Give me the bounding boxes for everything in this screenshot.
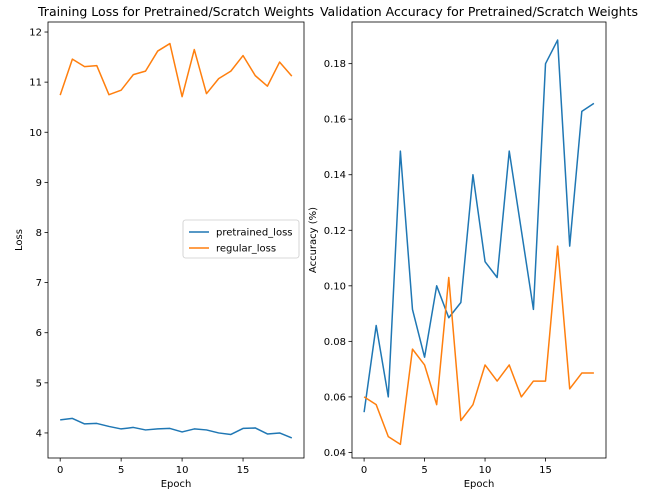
y-tick-label: 0.04	[324, 448, 346, 459]
y-tick-label: 10	[29, 128, 42, 139]
y-tick-label: 11	[29, 78, 42, 89]
x-axis-label: Epoch	[464, 479, 495, 490]
plot-frame	[47, 21, 305, 459]
series-line-0	[363, 39, 595, 413]
legend-box	[182, 219, 300, 259]
y-tick-label: 0.10	[324, 281, 346, 292]
y-tick-label: 0.06	[324, 392, 346, 403]
y-tick-label: 12	[29, 28, 42, 39]
y-tick-label: 6	[36, 328, 42, 339]
legend-label: pretrained_loss	[216, 228, 292, 239]
x-tick-label: 10	[479, 465, 492, 476]
y-tick-label: 4	[36, 428, 42, 439]
y-tick-label: 9	[36, 178, 42, 189]
validation-accuracy-chart: Validation Accuracy for Pretrained/Scrat…	[308, 4, 638, 490]
legend: pretrained_loss regular_loss	[182, 219, 300, 259]
x-tick-label: 15	[539, 465, 552, 476]
y-tick-label: 7	[36, 278, 42, 289]
series-line-1	[59, 42, 293, 98]
series-line-1	[363, 245, 594, 446]
series-line-0	[60, 417, 293, 439]
legend-label: regular_loss	[216, 244, 276, 255]
y-tick-label: 0.12	[324, 226, 346, 237]
y-tick-label: 0.18	[324, 59, 346, 70]
y-tick-label: 0.08	[324, 337, 346, 348]
x-tick-label: 0	[361, 465, 367, 476]
chart-title: Training Loss for Pretrained/Scratch Wei…	[37, 4, 314, 19]
x-tick-label: 0	[57, 465, 63, 476]
chart-title: Validation Accuracy for Pretrained/Scrat…	[320, 4, 638, 19]
training-loss-chart: Training Loss for Pretrained/Scratch Wei…	[14, 4, 314, 490]
x-axis-label: Epoch	[161, 479, 192, 490]
y-tick-label: 8	[36, 228, 42, 239]
x-tick-label: 10	[176, 465, 189, 476]
x-tick-label: 5	[118, 465, 124, 476]
x-tick-label: 5	[421, 465, 427, 476]
plot-frame	[351, 21, 607, 459]
x-tick-label: 15	[237, 465, 250, 476]
y-tick-label: 0.16	[324, 115, 346, 126]
y-axis-label: Loss	[14, 229, 25, 251]
y-axis-label: Accuracy (%)	[308, 207, 319, 273]
y-tick-label: 0.14	[324, 170, 346, 181]
y-tick-label: 5	[36, 378, 42, 389]
